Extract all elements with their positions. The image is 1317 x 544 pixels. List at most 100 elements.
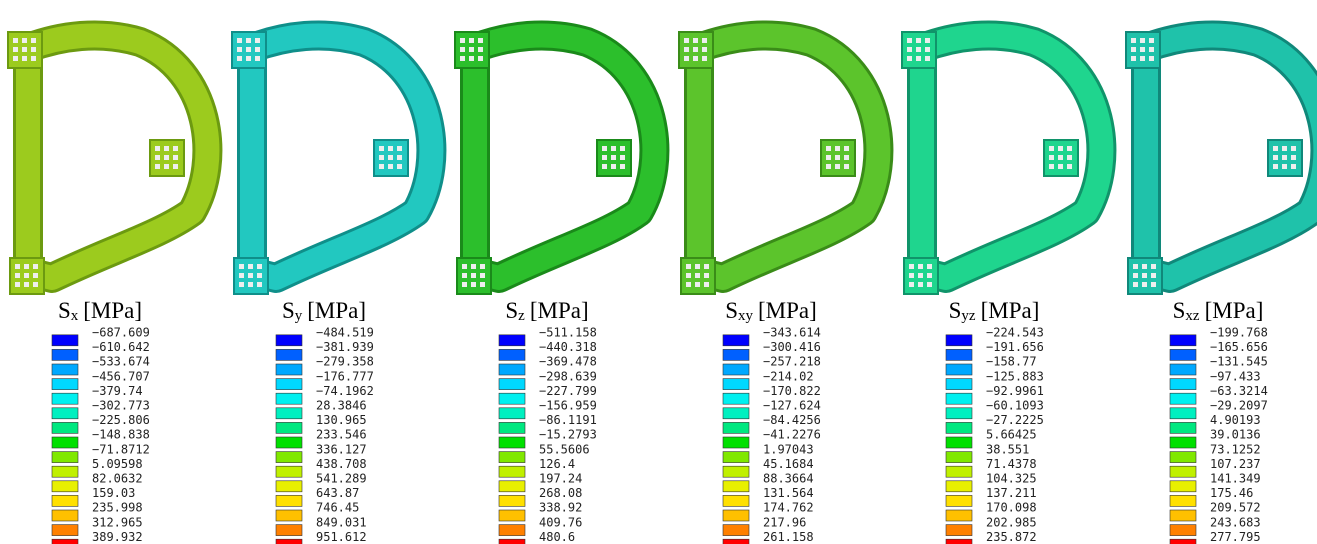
legend-label: −60.1093 <box>986 399 1044 413</box>
legend-swatch <box>499 422 525 433</box>
panel: Sz[MPa]−511.158−440.318−369.478−298.639−… <box>455 32 654 544</box>
legend-swatch <box>52 393 78 404</box>
legend-label: −27.2225 <box>986 413 1044 427</box>
legend-label: −484.519 <box>316 326 374 340</box>
legend-label: −300.416 <box>763 340 821 354</box>
model-hole <box>918 264 923 269</box>
model-hole <box>602 155 607 160</box>
legend-swatch <box>276 437 302 448</box>
legend-swatch <box>499 364 525 375</box>
model-hole <box>704 282 709 287</box>
model-hole <box>239 282 244 287</box>
model-hole <box>684 47 689 52</box>
legend-label: 643.87 <box>316 486 359 500</box>
model-hole <box>15 282 20 287</box>
legend-label: 104.325 <box>986 472 1037 486</box>
legend-swatch <box>276 422 302 433</box>
model-hole <box>1049 146 1054 151</box>
model-hole <box>1067 164 1072 169</box>
legend-swatch <box>723 349 749 360</box>
legend-swatch <box>52 495 78 506</box>
model-hole <box>471 282 476 287</box>
legend-label: −71.8712 <box>92 442 150 456</box>
legend-label: −84.4256 <box>763 413 821 427</box>
model-hole <box>844 146 849 151</box>
model-hole <box>155 164 160 169</box>
legend-label: −511.158 <box>539 326 597 340</box>
model-hole <box>33 264 38 269</box>
model-hole <box>693 38 698 43</box>
legend-swatch <box>276 335 302 346</box>
legend-label: 235.872 <box>986 530 1037 544</box>
model-hole <box>255 56 260 61</box>
model-hole <box>916 56 921 61</box>
legend-label: 4.90193 <box>1210 413 1261 427</box>
legend-swatch <box>723 481 749 492</box>
model-hole <box>13 38 18 43</box>
model-hole <box>257 273 262 278</box>
panel: Syz[MPa]−224.543−191.656−158.77−125.883−… <box>902 32 1101 544</box>
model-hole <box>478 38 483 43</box>
legend-label: −170.822 <box>763 384 821 398</box>
legend-swatch <box>499 379 525 390</box>
panel: Sxz[MPa]−199.768−165.656−131.545−97.433−… <box>1126 32 1317 544</box>
model-hole <box>164 164 169 169</box>
legend-swatch <box>52 408 78 419</box>
legend-label: −41.2276 <box>763 428 821 442</box>
panel-title: Sxy[MPa] <box>725 298 817 324</box>
legend-label: −302.773 <box>92 399 150 413</box>
model-hole <box>24 282 29 287</box>
legend-swatch <box>276 379 302 390</box>
legend-label: 235.998 <box>92 501 143 515</box>
legend-swatch <box>52 364 78 375</box>
legend-label: −131.545 <box>1210 355 1268 369</box>
model-hole <box>471 264 476 269</box>
legend-label: 849.031 <box>316 515 367 529</box>
legend-label: 336.127 <box>316 442 367 456</box>
legend-label: −279.358 <box>316 355 374 369</box>
legend-swatch <box>946 335 972 346</box>
legend-label: 130.965 <box>316 413 367 427</box>
model-hole <box>388 146 393 151</box>
model-hole <box>693 56 698 61</box>
title-unit: [MPa] <box>83 298 142 323</box>
model-hole <box>916 47 921 52</box>
legend-label: 277.795 <box>1210 530 1261 544</box>
legend-label: −92.9961 <box>986 384 1044 398</box>
title-symbol: S <box>282 298 295 323</box>
model-hole <box>379 155 384 160</box>
model-hole <box>602 146 607 151</box>
model-hole <box>1149 47 1154 52</box>
model-hole <box>478 56 483 61</box>
model-hole <box>155 155 160 160</box>
legend-swatch <box>499 495 525 506</box>
model-hole <box>397 146 402 151</box>
model-hole <box>460 38 465 43</box>
legend-swatch <box>946 437 972 448</box>
model-hole <box>686 273 691 278</box>
legend-swatch <box>1170 437 1196 448</box>
legend-label: −687.609 <box>92 326 150 340</box>
model-hole <box>1133 264 1138 269</box>
legend-swatch <box>52 422 78 433</box>
model-hole <box>22 47 27 52</box>
model-hole <box>611 146 616 151</box>
model-hole <box>1151 282 1156 287</box>
legend-swatch <box>946 539 972 544</box>
legend-label: −15.2793 <box>539 428 597 442</box>
legend-swatch <box>52 379 78 390</box>
legend-label: 38.551 <box>986 442 1029 456</box>
legend-label: −225.806 <box>92 413 150 427</box>
model-hole <box>13 47 18 52</box>
model-hole <box>1140 38 1145 43</box>
model-hole <box>695 273 700 278</box>
legend-label: 197.24 <box>539 472 582 486</box>
model-hole <box>602 164 607 169</box>
model-hole <box>173 146 178 151</box>
panel-title: Sy[MPa] <box>282 298 366 324</box>
model-hole <box>1142 273 1147 278</box>
title-symbol: S <box>58 298 71 323</box>
model-hole <box>925 47 930 52</box>
model-hole <box>1291 155 1296 160</box>
model-hole <box>460 47 465 52</box>
